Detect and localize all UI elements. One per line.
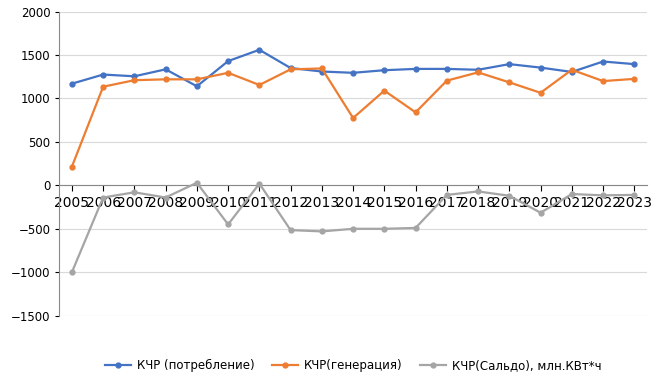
КЧР(генерация): [131, 78, 139, 82]
КЧР(генерация): [224, 70, 232, 75]
КЧР(генерация): [318, 66, 326, 71]
КЧР(Сальдо), млн.КВт*ч: [318, 229, 326, 234]
КЧР(Сальдо), млн.КВт*ч: [474, 189, 482, 194]
КЧР (потребление): [224, 59, 232, 64]
КЧР (потребление): [443, 67, 451, 71]
Line: КЧР(Сальдо), млн.КВт*ч: КЧР(Сальдо), млн.КВт*ч: [69, 180, 637, 275]
КЧР (потребление): [193, 84, 201, 89]
КЧР(Сальдо), млн.КВт*ч: [537, 211, 544, 215]
КЧР(Сальдо), млн.КВт*ч: [99, 195, 107, 200]
КЧР(генерация): [412, 110, 420, 115]
КЧР(генерация): [162, 77, 170, 82]
КЧР(генерация): [506, 80, 513, 85]
КЧР(Сальдо), млн.КВт*ч: [599, 193, 607, 198]
КЧР(Сальдо), млн.КВт*ч: [568, 192, 576, 196]
Line: КЧР(генерация): КЧР(генерация): [69, 66, 637, 169]
КЧР (потребление): [318, 69, 326, 74]
КЧР(генерация): [99, 84, 107, 89]
КЧР(генерация): [474, 70, 482, 75]
КЧР(Сальдо), млн.КВт*ч: [193, 181, 201, 185]
КЧР(генерация): [68, 164, 76, 169]
КЧР (потребление): [68, 81, 76, 86]
КЧР (потребление): [380, 68, 388, 72]
КЧР (потребление): [99, 72, 107, 77]
КЧР(генерация): [380, 88, 388, 93]
Legend: КЧР (потребление), КЧР(генерация), КЧР(Сальдо), млн.КВт*ч: КЧР (потребление), КЧР(генерация), КЧР(С…: [100, 354, 607, 377]
КЧР (потребление): [474, 67, 482, 72]
КЧР(Сальдо), млн.КВт*ч: [224, 222, 232, 227]
КЧР (потребление): [412, 67, 420, 71]
КЧР(Сальдо), млн.КВт*ч: [131, 190, 139, 194]
КЧР(Сальдо), млн.КВт*ч: [443, 192, 451, 197]
КЧР(генерация): [443, 78, 451, 83]
КЧР (потребление): [506, 62, 513, 67]
КЧР(Сальдо), млн.КВт*ч: [162, 195, 170, 200]
КЧР(генерация): [349, 116, 357, 120]
КЧР(Сальдо), млн.КВт*ч: [255, 181, 263, 186]
КЧР(генерация): [193, 77, 201, 82]
КЧР (потребление): [162, 67, 170, 72]
КЧР(Сальдо), млн.КВт*ч: [380, 226, 388, 231]
КЧР(генерация): [568, 67, 576, 72]
КЧР (потребление): [599, 59, 607, 64]
КЧР(генерация): [286, 67, 294, 72]
КЧР (потребление): [286, 66, 294, 70]
КЧР (потребление): [131, 74, 139, 79]
КЧР(генерация): [255, 83, 263, 87]
КЧР(Сальдо), млн.КВт*ч: [506, 194, 513, 198]
КЧР (потребление): [568, 70, 576, 74]
КЧР(Сальдо), млн.КВт*ч: [349, 226, 357, 231]
Line: КЧР (потребление): КЧР (потребление): [69, 47, 637, 89]
КЧР(генерация): [599, 79, 607, 84]
КЧР(Сальдо), млн.КВт*ч: [412, 226, 420, 230]
КЧР(генерация): [537, 90, 544, 95]
КЧР(генерация): [630, 77, 638, 81]
КЧР (потребление): [349, 70, 357, 75]
КЧР(Сальдо), млн.КВт*ч: [68, 270, 76, 275]
КЧР(Сальдо), млн.КВт*ч: [286, 228, 294, 233]
КЧР (потребление): [255, 47, 263, 52]
КЧР (потребление): [537, 65, 544, 70]
КЧР(Сальдо), млн.КВт*ч: [630, 192, 638, 197]
КЧР (потребление): [630, 62, 638, 67]
